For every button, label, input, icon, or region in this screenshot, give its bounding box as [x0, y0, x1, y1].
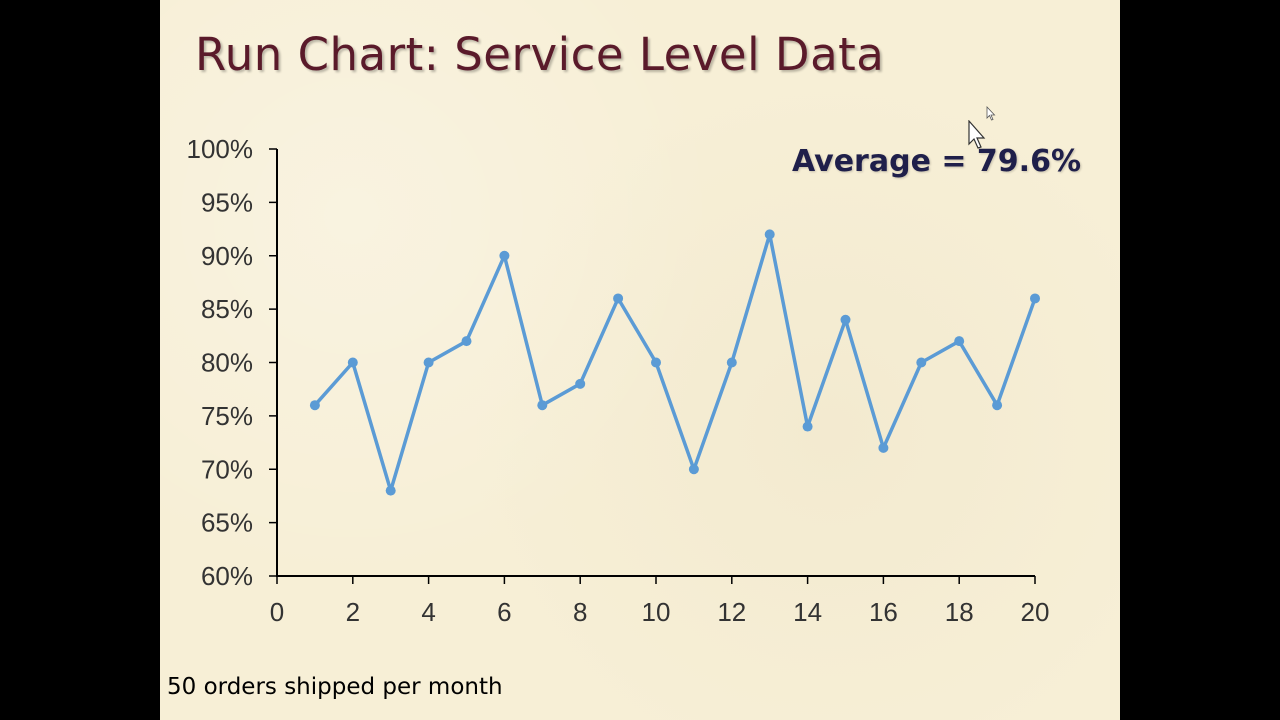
data-point — [802, 421, 813, 432]
series-line — [313, 232, 1037, 493]
footnote: 50 orders shipped per month — [167, 674, 503, 700]
data-point — [537, 400, 548, 411]
data-point — [992, 400, 1003, 411]
y-tick-label: 75% — [201, 401, 253, 431]
slide-title: Run Chart: Service Level Data — [195, 28, 885, 81]
x-tick-label: 14 — [793, 597, 822, 627]
x-tick-label: 8 — [573, 597, 587, 627]
data-point — [309, 400, 320, 411]
y-tick-label: 70% — [201, 454, 253, 484]
average-annotation: Average = 79.6% — [792, 144, 1082, 179]
data-point — [688, 464, 699, 475]
data-point — [499, 250, 510, 261]
chart-series — [309, 229, 1040, 496]
data-point — [840, 314, 851, 325]
x-tick-label: 6 — [497, 597, 511, 627]
x-tick-label: 2 — [346, 597, 360, 627]
data-point — [385, 485, 396, 496]
y-tick-label: 60% — [201, 561, 253, 591]
y-tick-label: 85% — [201, 294, 253, 324]
data-point — [461, 336, 472, 347]
data-point — [613, 293, 624, 304]
x-tick-label: 18 — [945, 597, 974, 627]
data-point — [878, 442, 889, 453]
x-tick-label: 0 — [270, 597, 284, 627]
data-point — [423, 357, 434, 368]
data-point — [764, 229, 775, 240]
x-tick-label: 4 — [421, 597, 435, 627]
x-tick-label: 16 — [869, 597, 898, 627]
y-tick-label: 95% — [201, 187, 253, 217]
data-point — [726, 357, 737, 368]
cursor-icon — [968, 120, 986, 149]
data-point — [651, 357, 661, 368]
y-tick-label: 65% — [201, 508, 253, 538]
data-point — [954, 336, 965, 347]
x-tick-label: 10 — [642, 597, 671, 627]
data-point — [575, 378, 586, 389]
chart-ticks: 60% 65% 70% 75% 80% 85% 90% 95% 100% 0 2 4 6 8 10 12 14 1… — [187, 134, 1050, 627]
y-tick-label: 90% — [201, 241, 253, 271]
data-point — [347, 357, 358, 368]
data-point — [916, 357, 927, 368]
data-point — [1030, 293, 1040, 304]
run-chart: 60% 65% 70% 75% 80% 85% 90% 95% 100% 0 2 4 6 8 10 12 14 1… — [187, 134, 1050, 627]
y-tick-label: 100% — [187, 134, 254, 164]
x-tick-label: 12 — [717, 597, 746, 627]
x-tick-label: 20 — [1021, 597, 1050, 627]
slide: Run Chart: Service Level Data 60% 65% 70% 7… — [160, 0, 1120, 720]
cursor-icon — [986, 106, 996, 121]
y-tick-label: 80% — [201, 348, 253, 378]
